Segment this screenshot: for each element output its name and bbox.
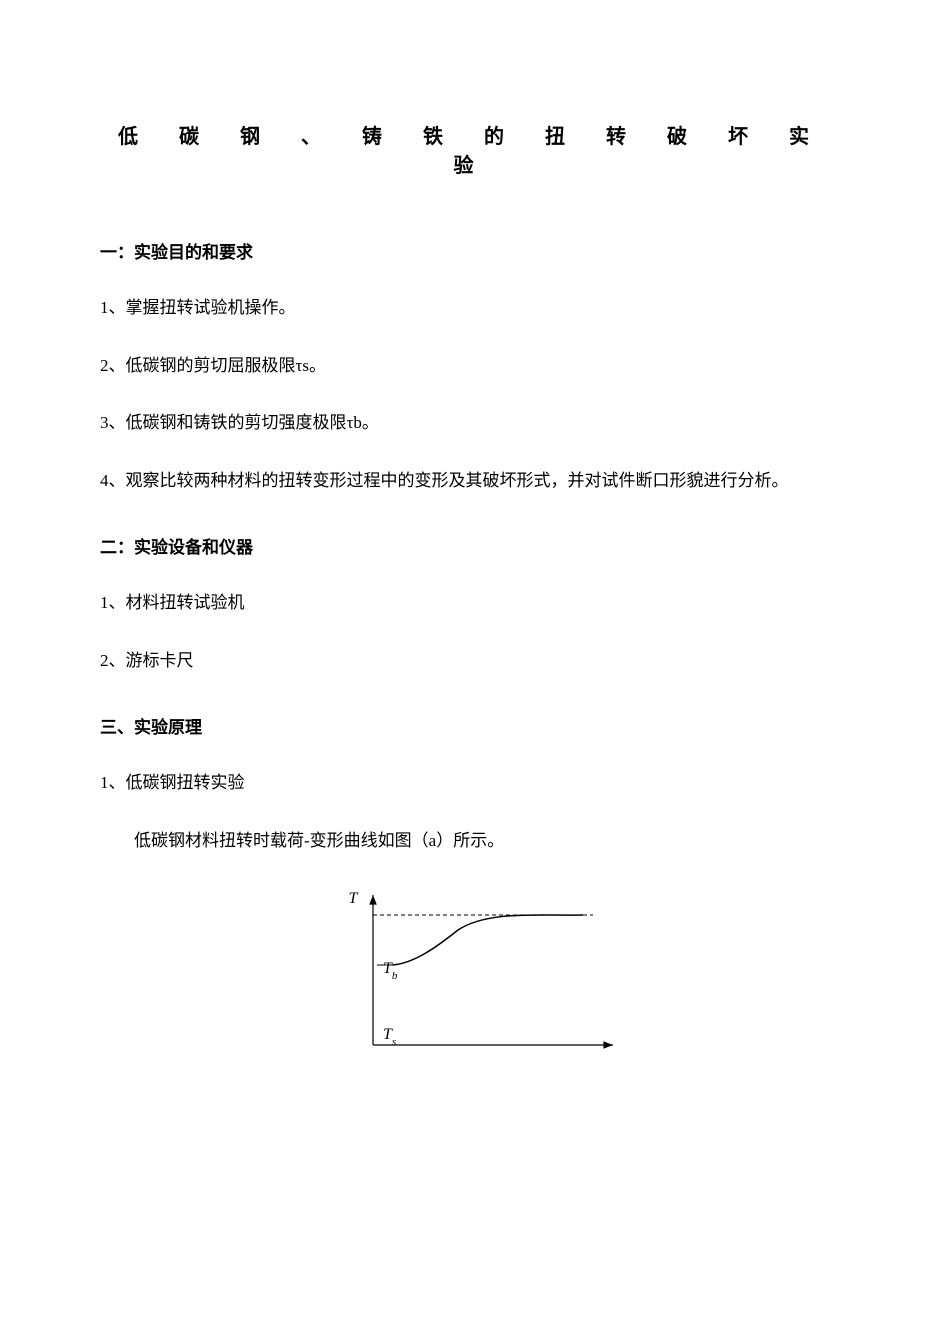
section-1-heading: 一：实验目的和要求 [100, 238, 845, 263]
section-1-item-1: 1、掌握扭转试验机操作。 [100, 295, 845, 321]
torsion-curve-chart: TTbTs [313, 885, 633, 1065]
section-1-item-4: 4、观察比较两种材料的扭转变形过程中的变形及其破坏形式，并对试件断口形貌进行分析… [100, 468, 845, 494]
section-1-item-2: 2、低碳钢的剪切屈服极限τs。 [100, 353, 845, 379]
section-3-item-1: 1、低碳钢扭转实验 [100, 770, 845, 796]
svg-text:T: T [348, 890, 358, 907]
section-2-item-1: 1、材料扭转试验机 [100, 590, 845, 616]
section-2-item-2: 2、游标卡尺 [100, 648, 845, 674]
svg-text:Tb: Tb [383, 960, 398, 982]
section-3-paragraph-1: 低碳钢材料扭转时载荷-变形曲线如图（a）所示。 [100, 828, 845, 854]
page-title: 低 碳 钢 、 铸 铁 的 扭 转 破 坏 实 验 [100, 120, 845, 178]
section-3-heading: 三、实验原理 [100, 713, 845, 738]
chart-container: TTbTs [100, 885, 845, 1065]
section-2-heading: 二：实验设备和仪器 [100, 533, 845, 558]
section-1-item-3: 3、低碳钢和铸铁的剪切强度极限τb。 [100, 410, 845, 436]
